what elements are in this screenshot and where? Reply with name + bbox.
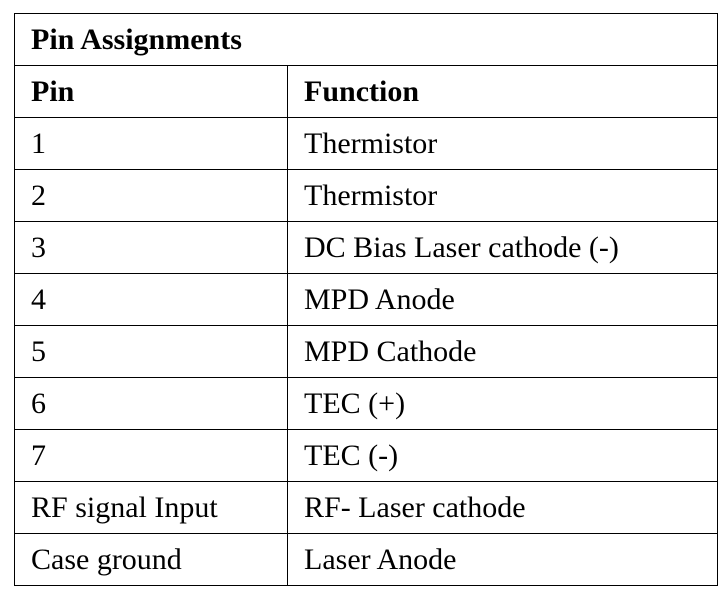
function-cell: TEC (+): [286, 377, 719, 430]
table-row: 2 Thermistor: [14, 169, 719, 222]
header-function: Function: [286, 65, 719, 118]
pin-cell: RF signal Input: [14, 481, 288, 534]
function-cell: Thermistor: [286, 117, 719, 170]
table-title-row: Pin Assignments: [13, 13, 719, 66]
pin-cell: 1: [14, 117, 288, 170]
pin-cell: 2: [14, 169, 288, 222]
function-cell: DC Bias Laser cathode (-): [286, 221, 719, 274]
function-cell: MPD Cathode: [286, 325, 719, 378]
function-cell: RF- Laser cathode: [286, 481, 719, 534]
function-cell: Laser Anode: [286, 533, 719, 586]
function-cell: Thermistor: [286, 169, 719, 222]
header-pin: Pin: [14, 65, 288, 118]
pin-cell: Case ground: [14, 533, 288, 586]
pin-cell: 6: [14, 377, 288, 430]
pin-cell: 5: [14, 325, 288, 378]
pin-cell: 7: [14, 429, 288, 482]
table-row: 5 MPD Cathode: [14, 325, 719, 378]
pin-cell: 3: [14, 221, 288, 274]
table-row: 3 DC Bias Laser cathode (-): [14, 221, 719, 274]
table-row: Case ground Laser Anode: [14, 533, 719, 586]
table-title: Pin Assignments: [13, 13, 719, 66]
table-row: 6 TEC (+): [14, 377, 719, 430]
table-header-row: Pin Function: [14, 65, 719, 118]
pin-cell: 4: [14, 273, 288, 326]
table-row: 4 MPD Anode: [14, 273, 719, 326]
table-row: 7 TEC (-): [14, 429, 719, 482]
function-cell: MPD Anode: [286, 273, 719, 326]
table-row: RF signal Input RF- Laser cathode: [14, 481, 719, 534]
pin-assignments-table: Pin Assignments Pin Function 1 Thermisto…: [13, 13, 719, 586]
table-row: 1 Thermistor: [14, 117, 719, 170]
function-cell: TEC (-): [286, 429, 719, 482]
